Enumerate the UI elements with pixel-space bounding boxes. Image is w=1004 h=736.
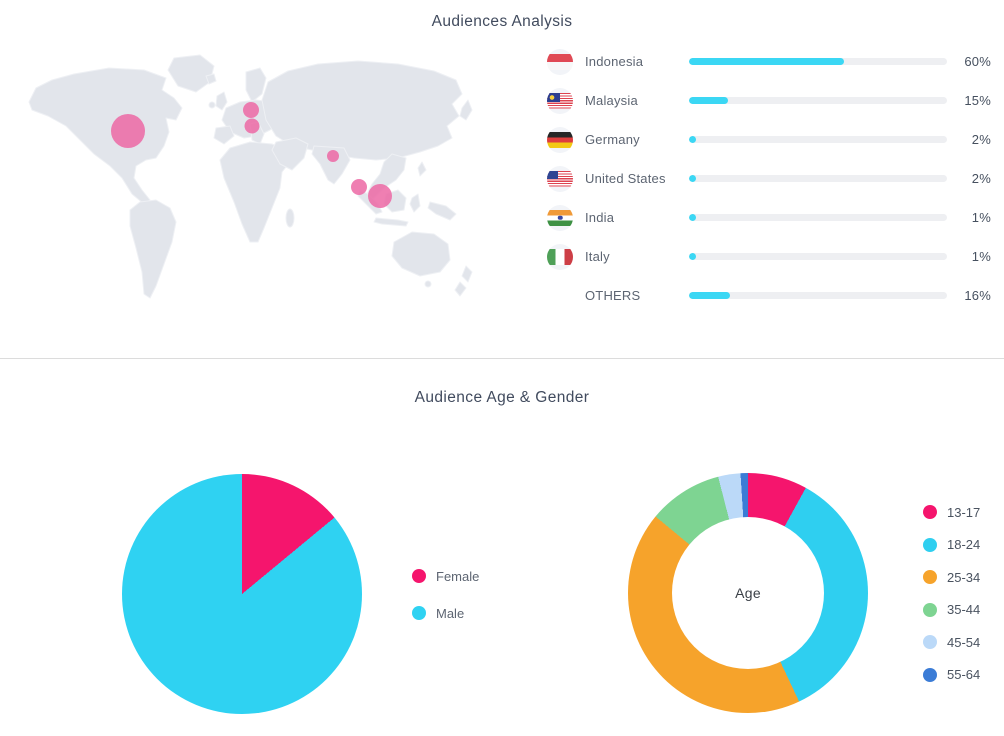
bar-fill: [689, 253, 696, 260]
flag-indonesia-icon: [547, 48, 573, 75]
age-18-24-dot-icon: [923, 537, 937, 552]
country-label: Malaysia: [585, 93, 638, 108]
age-45-54-dot-icon: [923, 635, 937, 650]
legend-item-13-17[interactable]: 13-17: [923, 504, 981, 520]
age-legend: 13-17 18-24 25-34 35-44 45-54 55-64: [923, 505, 980, 701]
legend-item-female[interactable]: Female: [412, 568, 480, 584]
country-percent: 15%: [964, 93, 991, 108]
legend-item-male[interactable]: Male: [412, 605, 479, 621]
flag-malaysia-icon: [547, 87, 573, 114]
bar-track: [689, 97, 947, 104]
country-label: India: [585, 210, 615, 225]
bar-track: [689, 136, 947, 143]
map-bubble-malaysia: [351, 179, 367, 195]
male-legend-dot-icon: [412, 606, 426, 620]
legend-label: 35-44: [947, 602, 981, 618]
country-percent: 1%: [971, 249, 991, 264]
map-bubble-india: [327, 150, 339, 162]
country-label: Indonesia: [585, 54, 644, 69]
legend-label: 13-17: [947, 504, 981, 520]
legend-label: Female: [436, 568, 480, 584]
gender-pie-chart: [122, 474, 362, 714]
map-bubble-layer: [111, 102, 392, 208]
flag-india-icon: [547, 204, 573, 231]
country-row-united-states: United States 2%: [547, 159, 991, 198]
country-label: United States: [585, 171, 666, 186]
legend-label: 18-24: [947, 537, 981, 553]
flag-italy-icon: [547, 243, 573, 270]
country-row-malaysia: Malaysia 15%: [547, 81, 991, 120]
flag-germany-icon: [547, 126, 573, 153]
donut-hole: Age: [672, 517, 824, 669]
world-map-land: [28, 54, 473, 299]
bar-fill: [689, 97, 728, 104]
audiences-analysis-section: Audiences Analysis: [0, 0, 1004, 359]
legend-item-45-54[interactable]: 45-54: [923, 634, 981, 650]
country-percent: 2%: [971, 132, 991, 147]
legend-item-55-64[interactable]: 55-64: [923, 667, 981, 683]
age-13-17-dot-icon: [923, 505, 937, 519]
map-bubble-indonesia: [368, 184, 392, 208]
country-row-others: OTHERS 16%: [547, 276, 991, 315]
country-label: Italy: [585, 249, 610, 264]
country-label: Germany: [585, 132, 640, 147]
flag-united-states-icon: [547, 165, 573, 192]
bar-fill: [689, 214, 696, 221]
country-row-germany: Germany 2%: [547, 120, 991, 159]
country-percent: 2%: [971, 171, 991, 186]
country-row-italy: Italy 1%: [547, 237, 991, 276]
country-row-indonesia: Indonesia 60%: [547, 42, 991, 81]
bar-fill: [689, 292, 731, 299]
country-bar-list: Indonesia 60% Malaysia 15% Germany 2% Un…: [547, 42, 991, 315]
female-legend-dot-icon: [412, 569, 426, 583]
world-bubble-map: [14, 50, 504, 310]
age-gender-section: Audience Age & Gender Female Male Age 13…: [0, 360, 1004, 736]
legend-label: Male: [436, 605, 465, 621]
country-row-india: India 1%: [547, 198, 991, 237]
country-percent: 1%: [971, 210, 991, 225]
bar-fill: [689, 175, 696, 182]
map-bubble-germany: [243, 102, 259, 118]
legend-item-35-44[interactable]: 35-44: [923, 602, 981, 618]
map-bubble-italy: [244, 118, 260, 134]
country-label: OTHERS: [585, 288, 641, 303]
bar-fill: [689, 136, 696, 143]
age-35-44-dot-icon: [923, 602, 937, 617]
bar-track: [689, 214, 947, 221]
bar-track: [689, 58, 947, 65]
world-map-svg: [28, 54, 473, 299]
age-25-34-dot-icon: [923, 570, 937, 585]
bar-fill: [689, 58, 844, 65]
legend-label: 25-34: [947, 569, 981, 585]
legend-item-18-24[interactable]: 18-24: [923, 537, 981, 553]
bar-track: [689, 292, 947, 299]
legend-item-25-34[interactable]: 25-34: [923, 569, 981, 585]
legend-label: 55-64: [947, 667, 981, 683]
age-donut-chart: Age: [628, 473, 868, 713]
country-percent: 16%: [964, 288, 991, 303]
map-bubble-united-states: [111, 114, 145, 148]
legend-label: 45-54: [947, 634, 981, 650]
gender-legend: Female Male: [412, 569, 479, 643]
bar-track: [689, 253, 947, 260]
donut-center-label: Age: [735, 585, 761, 601]
age-gender-title: Audience Age & Gender: [414, 389, 590, 406]
age-55-64-dot-icon: [923, 667, 937, 682]
bar-track: [689, 175, 947, 182]
audiences-analysis-title: Audiences Analysis: [431, 13, 573, 30]
country-percent: 60%: [964, 54, 991, 69]
